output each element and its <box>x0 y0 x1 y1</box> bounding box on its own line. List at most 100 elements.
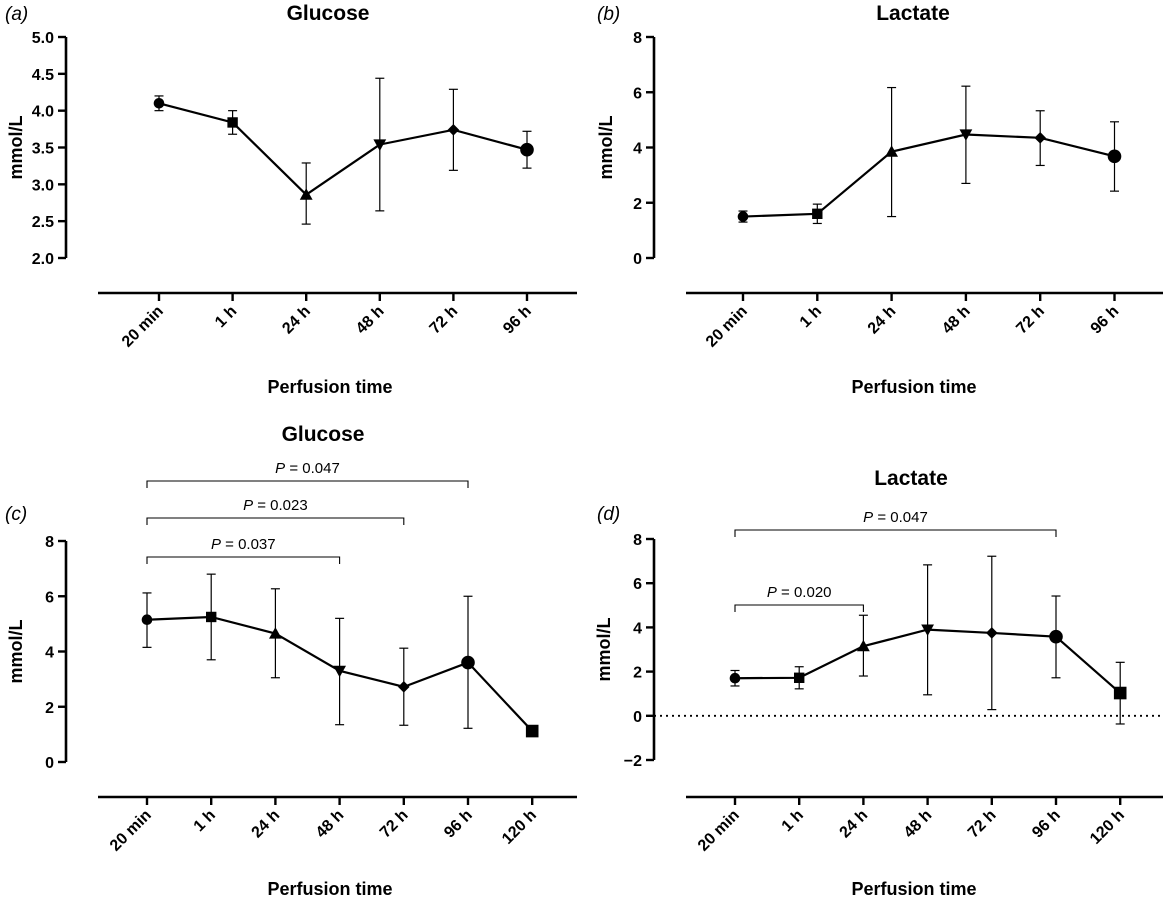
chart-panel-b: Lactate (b) 0 2 4 6 8 mmol/L 20 min 1 h 24 h 48 h 72… <box>596 2 1163 397</box>
square-marker <box>1113 686 1127 700</box>
x-axis-label: Perfusion time <box>851 377 976 397</box>
square-marker <box>206 611 217 623</box>
chart-title: Glucose <box>287 2 370 25</box>
bracket-line <box>146 517 405 525</box>
series-line <box>158 102 528 197</box>
y-tick-label: 5.0 <box>32 30 54 47</box>
chart-title: Glucose <box>282 423 365 446</box>
x-tick-label: 48 h <box>313 807 348 842</box>
diamond-marker <box>447 124 460 136</box>
panel-letter: (c) <box>5 504 27 525</box>
y-tick-label: 3.5 <box>32 141 54 158</box>
x-tick-label: 24 h <box>279 303 314 338</box>
y-tick-label: 3.0 <box>32 177 54 194</box>
x-tick-label: 72 h <box>377 807 412 842</box>
panel-letter: (a) <box>5 4 28 25</box>
x-tick-label: 24 h <box>865 303 900 338</box>
y-tick-label: 0 <box>45 755 54 772</box>
p-value: = 0.047 <box>285 460 340 477</box>
square-marker <box>227 117 238 128</box>
p-value-label: P = 0.020 <box>767 584 832 601</box>
significance-bracket: P = 0.047 <box>146 460 469 488</box>
square-marker <box>794 672 805 683</box>
y-tick-label: 0 <box>633 709 642 726</box>
chart-panel-d: Lactate (d) −2 0 2 4 6 8 mmol/L 20 min 1 h 24 h 48 h… <box>594 467 1163 899</box>
y-tick-label: 4 <box>633 620 642 637</box>
chart-title: Lactate <box>874 467 948 490</box>
y-tick-label: 8 <box>45 534 54 551</box>
x-tick-label: 20 min <box>703 303 751 351</box>
x-tick-label: 120 h <box>499 807 540 848</box>
p-symbol: P <box>767 584 777 601</box>
y-tick-label: 6 <box>633 85 642 102</box>
y-axis-label: mmol/L <box>596 115 616 179</box>
triangle-down-marker <box>373 139 387 151</box>
p-symbol: P <box>863 509 873 526</box>
x-tick-label: 24 h <box>249 807 284 842</box>
panel-letter: (d) <box>597 504 620 525</box>
p-value: = 0.047 <box>873 509 928 526</box>
y-tick-label: 2.0 <box>32 251 54 268</box>
x-tick-label: 96 h <box>441 807 476 842</box>
circle-marker <box>153 98 165 109</box>
triangle-down-marker <box>921 624 934 637</box>
circle-marker <box>737 211 749 222</box>
triangle-down-marker <box>959 129 973 141</box>
series-line <box>742 133 1115 218</box>
x-tick-label: 48 h <box>901 807 936 842</box>
significance-bracket: P = 0.037 <box>146 536 341 564</box>
x-axis-label: Perfusion time <box>851 879 976 899</box>
y-tick-label: 4 <box>45 645 54 662</box>
significance-bracket: P = 0.020 <box>734 584 864 612</box>
chart-title: Lactate <box>876 2 950 25</box>
x-tick-label: 72 h <box>965 807 1000 842</box>
y-tick-label: 0 <box>633 251 642 268</box>
panel-letter: (b) <box>597 4 620 25</box>
x-tick-label: 96 h <box>1088 303 1123 338</box>
diamond-marker <box>398 681 410 693</box>
x-tick-label: 96 h <box>500 303 535 338</box>
circle-marker <box>461 655 475 670</box>
circle-marker <box>520 142 534 157</box>
circle-marker <box>1049 629 1063 644</box>
triangle-up-marker <box>857 639 870 652</box>
triangle-down-marker <box>333 665 346 678</box>
square-marker <box>525 724 539 738</box>
p-symbol: P <box>275 460 285 477</box>
p-value-label: P = 0.023 <box>243 497 308 514</box>
y-tick-label: 4 <box>633 141 642 158</box>
significance-bracket: P = 0.023 <box>146 497 405 525</box>
circle-marker <box>729 672 741 684</box>
x-tick-label: 20 min <box>695 807 743 855</box>
x-tick-label: 96 h <box>1029 807 1064 842</box>
p-symbol: P <box>243 497 253 514</box>
y-tick-label: 8 <box>633 532 642 549</box>
y-tick-label: 6 <box>633 576 642 593</box>
y-tick-label: 2.5 <box>32 214 54 231</box>
x-axis-label: Perfusion time <box>267 879 392 899</box>
p-value: = 0.023 <box>253 497 308 514</box>
x-tick-label: 1 h <box>191 807 219 835</box>
x-axis-label: Perfusion time <box>267 377 392 397</box>
y-tick-label: 8 <box>633 30 642 47</box>
diamond-marker <box>1034 132 1046 144</box>
x-tick-label: 48 h <box>353 303 388 338</box>
x-tick-label: 1 h <box>212 303 240 331</box>
y-tick-label: −2 <box>624 753 642 770</box>
y-axis-label: mmol/L <box>6 115 26 179</box>
x-tick-label: 20 min <box>119 303 167 351</box>
y-tick-label: 2 <box>633 665 642 682</box>
bracket-line <box>734 604 864 612</box>
x-tick-label: 72 h <box>1013 303 1048 338</box>
bracket-line <box>146 556 341 564</box>
p-value: = 0.020 <box>777 584 832 601</box>
x-tick-label: 20 min <box>107 807 155 855</box>
y-axis-label: mmol/L <box>6 619 26 683</box>
diamond-marker <box>986 627 998 639</box>
triangle-up-marker <box>269 627 282 639</box>
y-tick-label: 4.0 <box>32 104 54 121</box>
chart-panel-c: Glucose (c) 0 2 4 6 8 mmol/L 20 min 1 h 24 h 48 h 72… <box>5 423 577 899</box>
bracket-line <box>146 480 469 488</box>
x-tick-label: 120 h <box>1087 807 1128 848</box>
